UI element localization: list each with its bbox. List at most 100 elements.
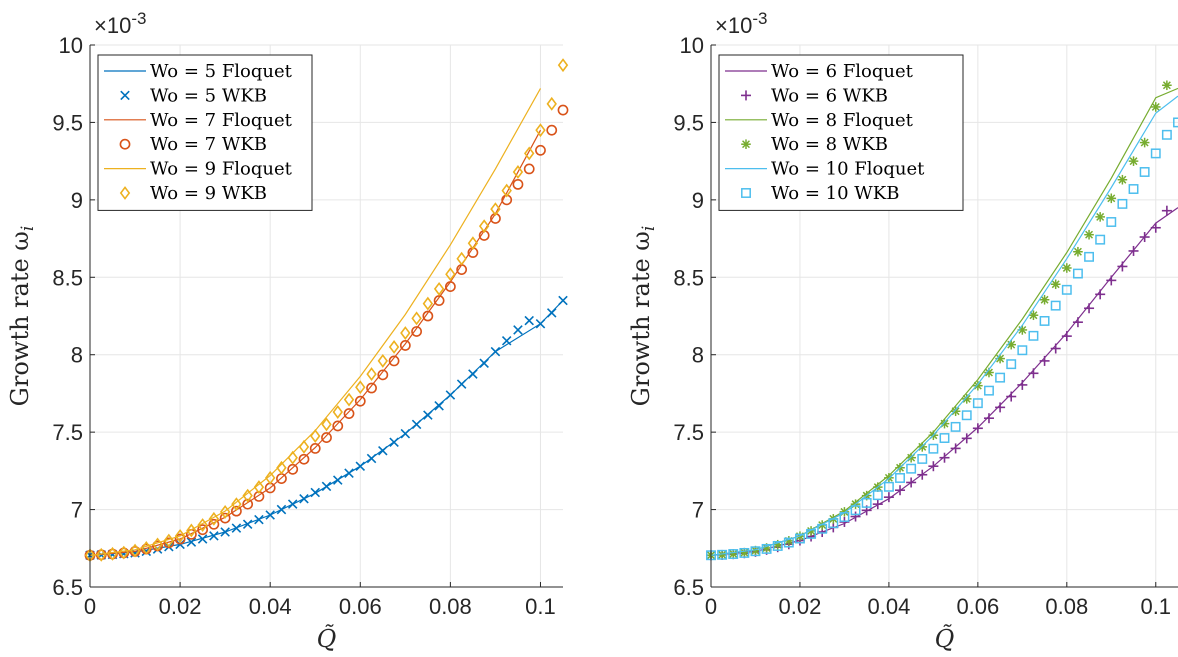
wkb-point <box>950 421 961 432</box>
legend-box <box>718 54 964 211</box>
wkb-point <box>961 433 972 444</box>
wkb-point <box>546 308 557 318</box>
wkb-point <box>219 512 231 524</box>
wkb-point <box>524 146 535 161</box>
wkb-point <box>411 311 422 326</box>
wkb-point <box>1028 330 1039 341</box>
wkb-point <box>1061 284 1072 295</box>
wkb-point <box>400 326 411 340</box>
wkb-point <box>344 468 354 478</box>
wkb-point <box>558 295 568 306</box>
wkb-point <box>490 346 501 357</box>
wkb-point <box>343 408 355 419</box>
wkb-point <box>1139 167 1150 177</box>
wkb-point <box>242 498 254 510</box>
wkb-point <box>174 528 186 543</box>
wkb-point <box>299 493 309 504</box>
wkb-point <box>1106 217 1117 227</box>
wkb-point <box>298 439 310 454</box>
wkb-point <box>118 545 129 560</box>
wkb-point <box>850 505 861 516</box>
y-tick-label: 7.5 <box>673 420 704 445</box>
y-tick-label: 10 <box>680 33 704 58</box>
x-tick-label: 0.02 <box>779 594 822 619</box>
y-tick-label: 8 <box>71 343 83 368</box>
wkb-point <box>445 267 456 282</box>
wkb-point <box>817 523 828 534</box>
wkb-point <box>1050 300 1061 311</box>
wkb-point <box>265 510 275 520</box>
wkb-point <box>242 488 253 503</box>
wkb-point <box>186 537 197 547</box>
wkb-point <box>1128 245 1139 256</box>
x-tick-label: 0.1 <box>1140 594 1171 619</box>
y-axis-label: Growth rate ωi <box>627 226 659 407</box>
legend: Wo = 6 Floquet Wo = 6 WKB Wo = 8 Floquet Wo… <box>718 54 964 211</box>
wkb-point <box>861 497 872 508</box>
wkb-point <box>512 178 524 190</box>
legend-entry: Wo = 10 Floquet <box>771 159 925 180</box>
wkb-point <box>1050 279 1061 290</box>
wkb-point <box>513 325 523 335</box>
x-tick-label: 0.04 <box>867 594 910 619</box>
wkb-point <box>321 417 332 432</box>
wkb-point <box>298 453 310 465</box>
wkb-point <box>906 463 917 474</box>
wkb-point <box>231 497 242 512</box>
wkb-point <box>423 410 433 420</box>
legend: Wo = 5 Floquet Wo = 5 WKB Wo = 7 Floquet Wo… <box>97 54 313 211</box>
wkb-point <box>728 549 739 559</box>
wkb-point <box>1117 261 1128 272</box>
wkb-point <box>276 504 287 515</box>
wkb-point <box>107 546 118 561</box>
wkb-point <box>310 429 321 443</box>
wkb-point <box>523 163 535 175</box>
wkb-point <box>366 382 377 394</box>
wkb-point <box>389 437 399 447</box>
axis-multiplier-exponent: -3 <box>131 9 146 28</box>
wkb-point <box>783 537 794 548</box>
wkb-point <box>163 533 175 548</box>
legend-marker-sample <box>120 90 130 101</box>
wkb-point <box>1039 355 1050 366</box>
y-tick-label: 6.5 <box>673 575 704 600</box>
wkb-point <box>883 492 894 503</box>
x-tick-label: 0.02 <box>159 594 202 619</box>
legend-marker-sample <box>741 188 751 198</box>
wkb-point <box>219 504 231 519</box>
wkb-point <box>220 527 230 537</box>
legend-marker-sample <box>741 90 751 101</box>
wkb-point <box>96 547 107 562</box>
wkb-point <box>1095 234 1106 245</box>
y-tick-label: 10 <box>59 33 83 58</box>
wkb-point <box>231 523 242 533</box>
wkb-point <box>1161 129 1172 140</box>
wkb-point <box>761 543 772 554</box>
wkb-point <box>197 524 209 536</box>
y-axis-label-subscript: i <box>18 226 38 231</box>
wkb-point <box>152 537 163 552</box>
wkb-point <box>1017 345 1028 356</box>
wkb-point <box>1084 303 1095 314</box>
legend-entry: Wo = 9 WKB <box>150 183 267 204</box>
wkb-point <box>1028 368 1039 379</box>
wkb-point <box>950 443 961 454</box>
wkb-point <box>468 369 478 379</box>
axis-multiplier: ×10-3 <box>715 9 767 38</box>
wkb-point <box>276 460 287 475</box>
wkb-point <box>456 251 467 266</box>
wkb-point <box>433 281 445 296</box>
wkb-point <box>806 526 816 536</box>
y-tick-label: 7 <box>71 498 83 523</box>
legend-entry: Wo = 9 Floquet <box>150 159 293 180</box>
wkb-point <box>186 523 197 538</box>
y-tick-label: 8 <box>692 343 704 368</box>
y-axis-label: Growth rate ωi <box>6 226 38 407</box>
wkb-point <box>1139 232 1150 243</box>
axis-multiplier-exponent: -3 <box>752 9 767 28</box>
wkb-point <box>535 144 546 156</box>
wkb-point <box>1139 137 1150 148</box>
legend-entry: Wo = 7 Floquet <box>150 110 293 131</box>
legend-entry: Wo = 10 WKB <box>771 183 899 204</box>
wkb-point <box>1128 156 1139 166</box>
